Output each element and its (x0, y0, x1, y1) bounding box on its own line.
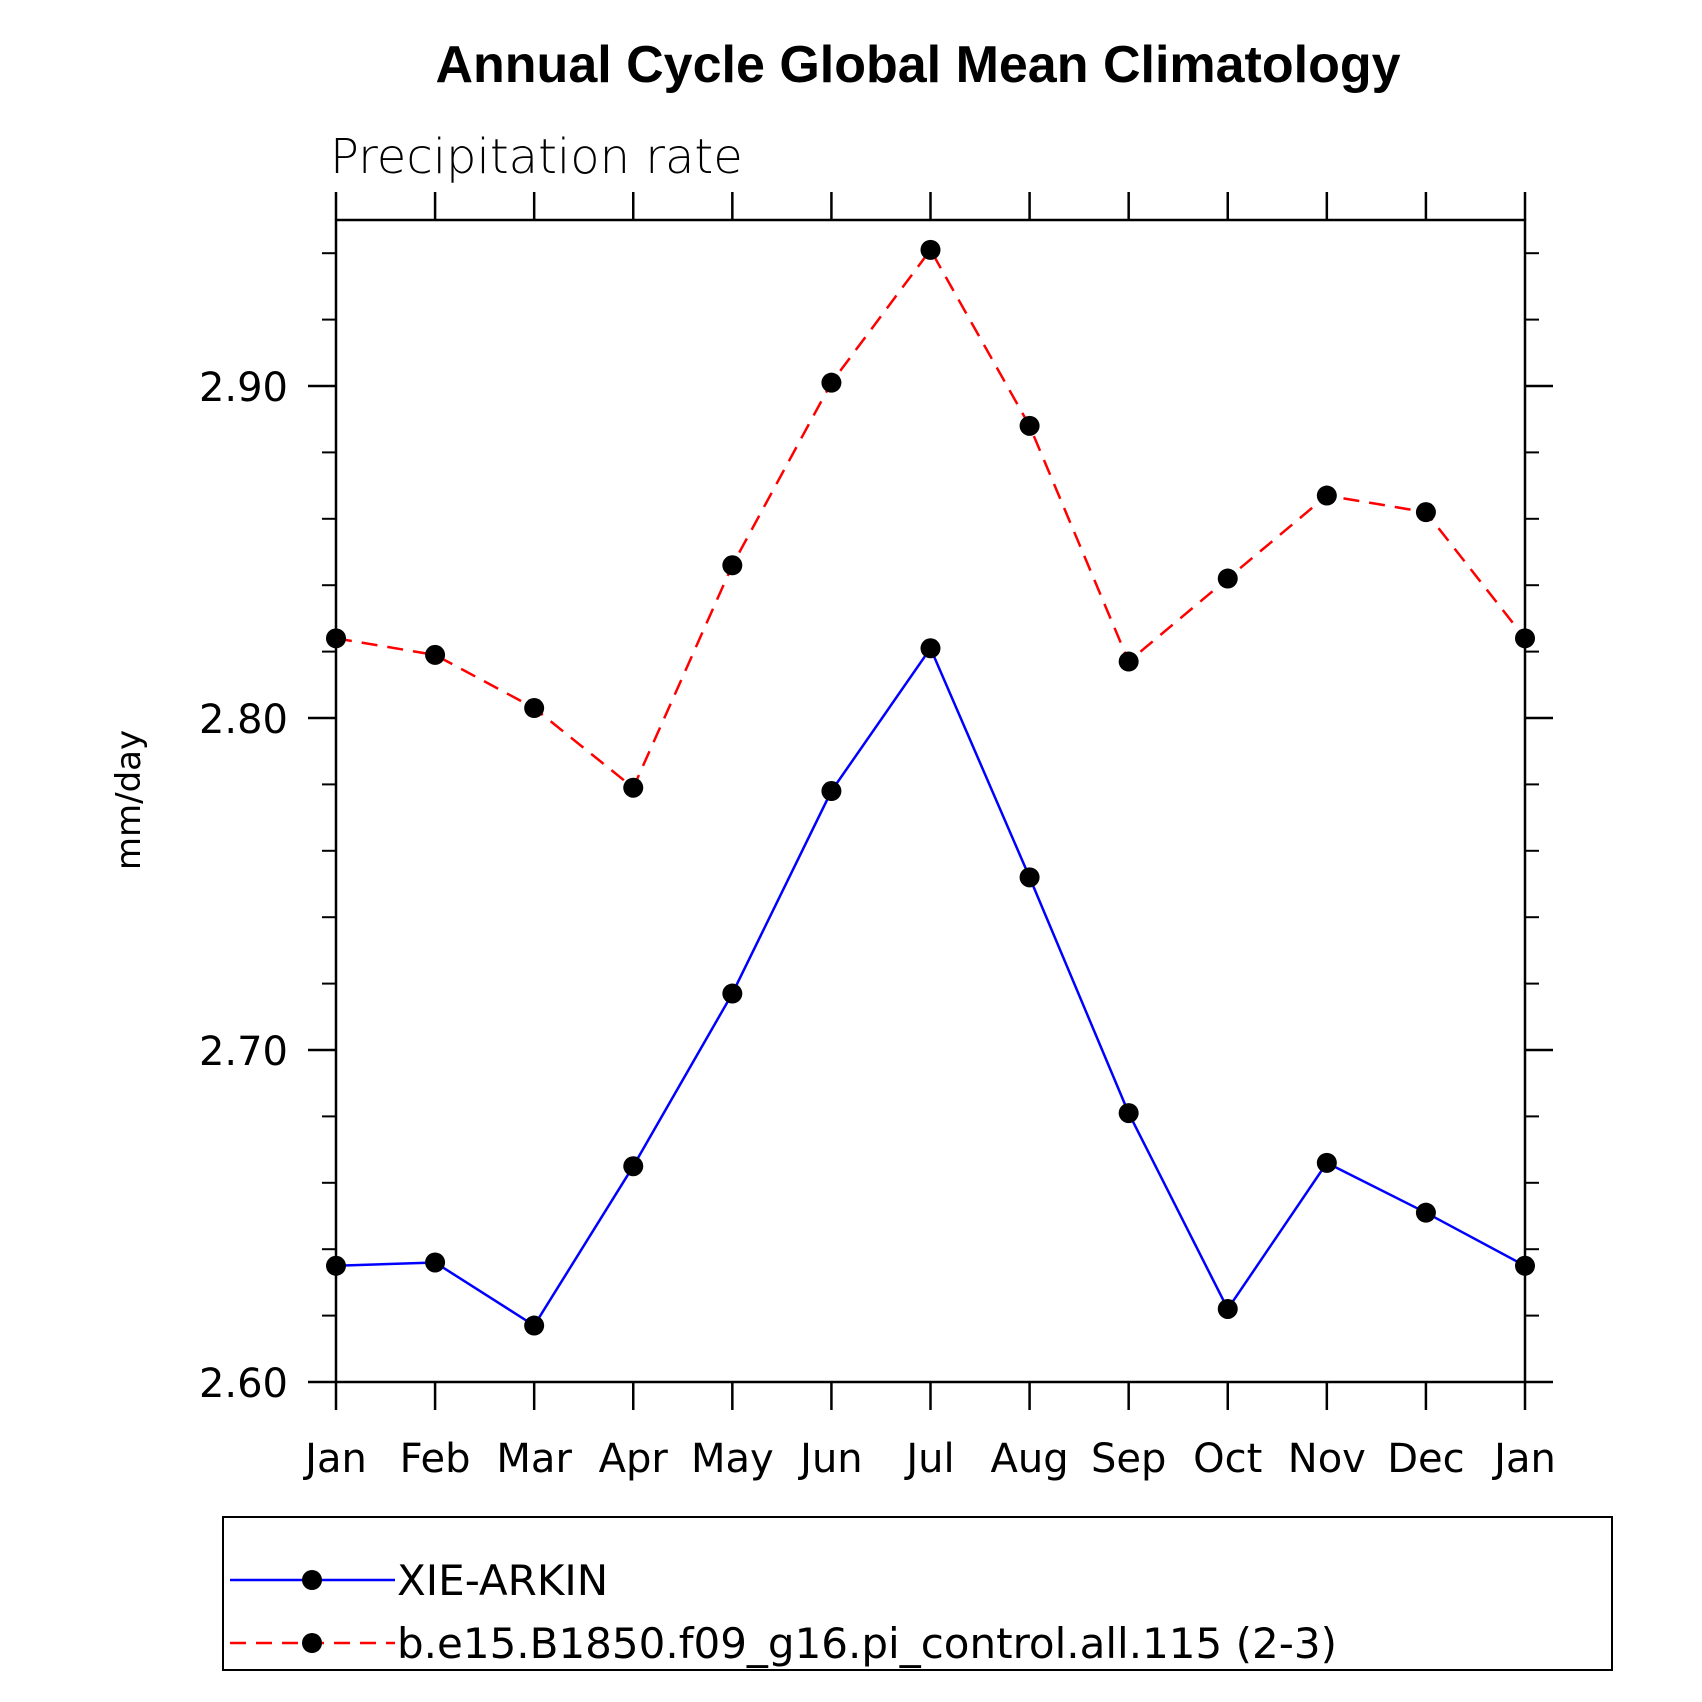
data-point (326, 628, 346, 649)
data-point (1217, 568, 1238, 589)
y-tick-label: 2.80 (199, 697, 288, 743)
x-tick-label: Feb (400, 1436, 471, 1482)
data-point (524, 698, 545, 719)
data-point (1118, 651, 1139, 672)
series-line-0 (335, 645, 1526, 1328)
legend-marker (302, 1633, 322, 1653)
data-point (425, 644, 446, 665)
data-point (1316, 485, 1337, 506)
y-tick-label: 2.90 (199, 365, 288, 411)
data-point (1019, 867, 1040, 888)
data-point (1217, 1298, 1238, 1319)
legend-marker (302, 1570, 322, 1590)
data-point (722, 555, 743, 576)
data-point (1316, 1152, 1337, 1173)
x-tick-label: Dec (1387, 1436, 1464, 1482)
data-point (1415, 502, 1436, 523)
data-point (1019, 415, 1040, 436)
y-tick-label: 2.60 (199, 1361, 288, 1407)
data-point (1118, 1103, 1139, 1124)
x-tick-label: May (691, 1436, 774, 1482)
x-tick-label: Jan (302, 1436, 367, 1482)
x-tick-label: Nov (1288, 1436, 1366, 1482)
legend: XIE-ARKIN b.e15.B1850.f09_g16.pi_control.… (222, 1516, 1613, 1671)
data-point (821, 372, 842, 393)
data-point (326, 1255, 346, 1276)
data-point (1515, 1255, 1535, 1276)
x-tick-label: Jan (1491, 1436, 1556, 1482)
x-tick-label: Jun (797, 1436, 863, 1482)
x-tick-label: Jul (903, 1436, 954, 1482)
legend-label: b.e15.B1850.f09_g16.pi_control.all.115 (… (397, 1619, 1337, 1668)
data-point (1415, 1202, 1436, 1223)
chart-subtitle: Precipitation rate (330, 129, 743, 185)
y-tick-label: 2.70 (199, 1029, 288, 1075)
x-tick-label: Oct (1193, 1436, 1262, 1482)
data-point (524, 1315, 545, 1336)
data-point (821, 781, 842, 802)
plot-frame (334, 218, 1527, 1384)
data-point (623, 777, 644, 798)
x-tick-label: Apr (599, 1436, 669, 1482)
series-line-1 (335, 247, 1526, 790)
data-point (425, 1252, 446, 1273)
data-point (1515, 628, 1535, 649)
data-point (920, 638, 941, 659)
chart-title: Annual Cycle Global Mean Climatology (435, 36, 1400, 94)
plot-area: Jan Feb Mar Apr May Jun Jul Aug Sep Oct Nov Dec Jan 2… (199, 192, 1556, 1482)
data-point (623, 1156, 644, 1177)
x-tick-label: Aug (991, 1436, 1069, 1482)
data-point (722, 983, 743, 1004)
y-axis-label: mm/day (109, 730, 149, 870)
x-tick-label: Mar (496, 1436, 572, 1482)
legend-label: XIE-ARKIN (397, 1556, 608, 1605)
data-point (920, 239, 941, 260)
x-tick-label: Sep (1091, 1436, 1166, 1482)
legend-box (222, 1516, 1613, 1671)
